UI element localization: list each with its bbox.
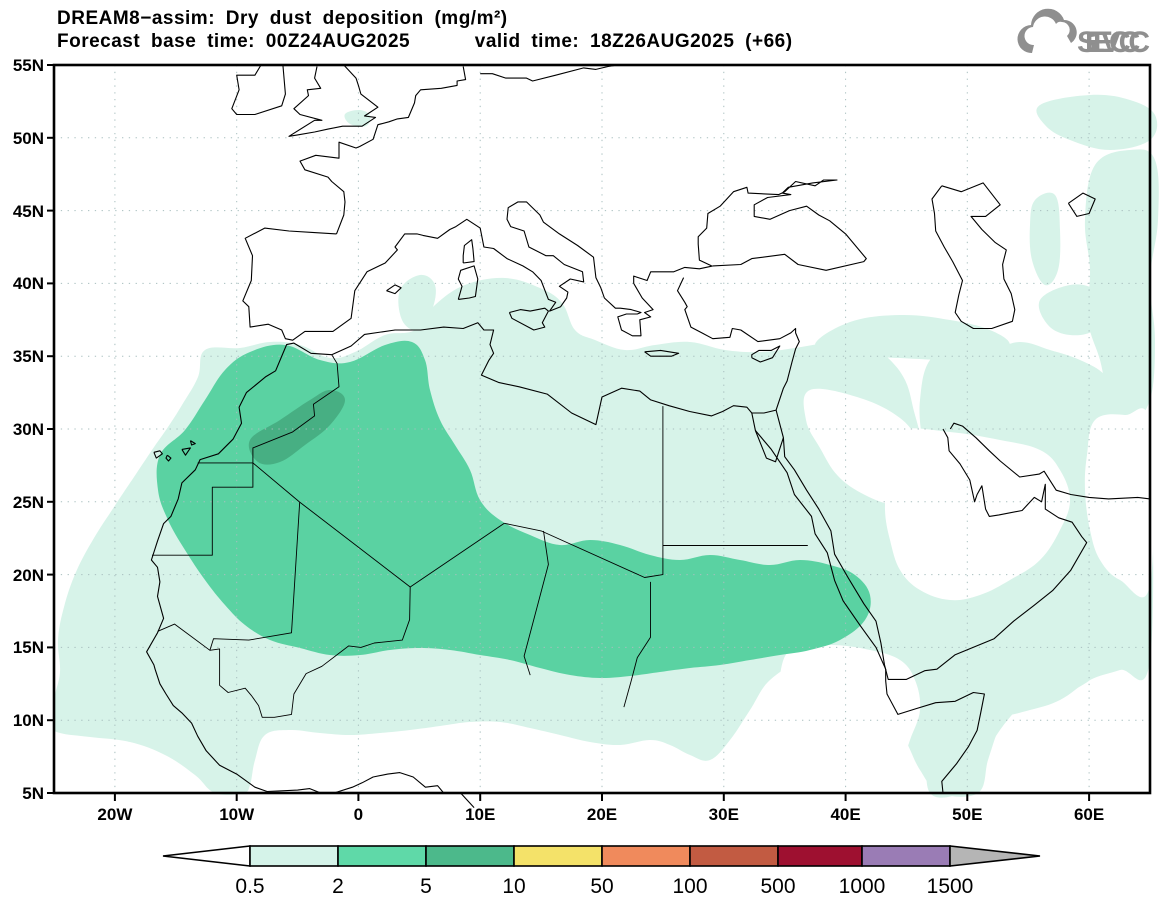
svg-text:25N: 25N <box>13 493 44 512</box>
svg-text:0: 0 <box>354 805 363 824</box>
svg-text:100: 100 <box>672 875 707 898</box>
svg-text:40N: 40N <box>13 274 44 293</box>
svg-text:20N: 20N <box>13 566 44 585</box>
svg-text:60E: 60E <box>1074 805 1104 824</box>
svg-text:5: 5 <box>420 875 432 898</box>
svg-text:1500: 1500 <box>927 875 974 898</box>
svg-text:30E: 30E <box>709 805 739 824</box>
svg-text:50: 50 <box>590 875 613 898</box>
svg-text:2: 2 <box>332 875 344 898</box>
svg-text:10N: 10N <box>13 711 44 730</box>
svg-text:30N: 30N <box>13 420 44 439</box>
svg-text:50E: 50E <box>952 805 982 824</box>
svg-text:1000: 1000 <box>839 875 886 898</box>
svg-text:500: 500 <box>760 875 795 898</box>
svg-text:10W: 10W <box>219 805 255 824</box>
svg-text:DREAM8−assim: Dry dust deposit: DREAM8−assim: Dry dust deposition (mg/m²… <box>57 8 508 29</box>
svg-text:20W: 20W <box>97 805 133 824</box>
svg-text:Forecast base time: 00Z24AUG20: Forecast base time: 00Z24AUG2025 valid t… <box>57 31 793 52</box>
svg-text:50N: 50N <box>13 129 44 148</box>
svg-text:5N: 5N <box>22 784 44 803</box>
svg-text:10E: 10E <box>465 805 495 824</box>
svg-text:45N: 45N <box>13 202 44 221</box>
svg-text:55N: 55N <box>13 56 44 75</box>
svg-text:10: 10 <box>502 875 525 898</box>
svg-text:20E: 20E <box>587 805 617 824</box>
svg-text:15N: 15N <box>13 638 44 657</box>
svg-text:0.5: 0.5 <box>235 875 264 898</box>
svg-text:SEEVCCC: SEEVCCC <box>1077 26 1149 59</box>
svg-text:40E: 40E <box>830 805 860 824</box>
svg-text:35N: 35N <box>13 347 44 366</box>
